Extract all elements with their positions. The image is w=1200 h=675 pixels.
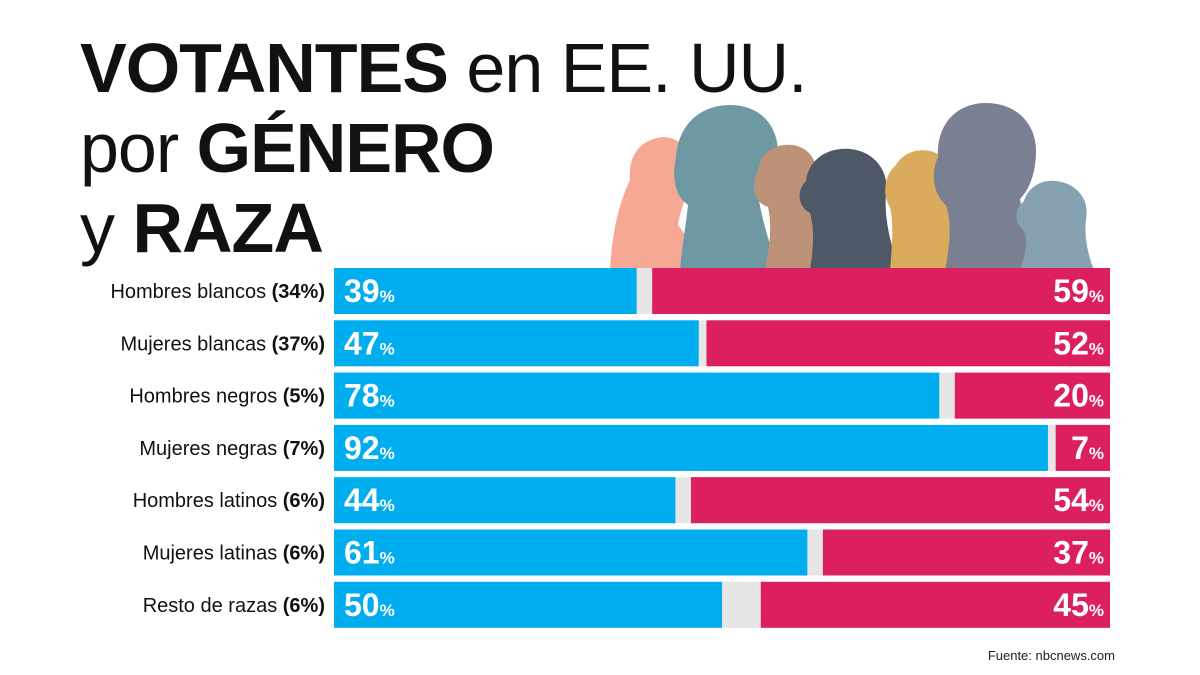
bar-red-segment (954, 372, 1110, 419)
silhouette-4 (799, 148, 900, 270)
category-share: (6%) (283, 595, 325, 617)
bar-row: Mujeres negras (7%) 92% 7% (139, 424, 1110, 471)
bar-blue-segment (334, 581, 722, 628)
red-value-suffix: % (1089, 601, 1104, 620)
blue-value-number: 39 (344, 273, 380, 309)
bar-blue-segment (334, 320, 699, 367)
blue-value-label: 39% (344, 273, 395, 309)
silhouette-6 (933, 103, 1040, 270)
red-value-suffix: % (1089, 549, 1104, 568)
source-note: Fuente: nbcnews.com (987, 648, 1115, 663)
bar-row: Mujeres blancas (37%) 47% 52% (120, 320, 1110, 367)
bar-row: Resto de razas (6%) 50% 45% (143, 581, 1110, 628)
red-value-number: 59 (1053, 273, 1089, 309)
red-value-suffix: % (1089, 392, 1104, 411)
red-value-suffix: % (1089, 287, 1104, 306)
blue-value-suffix: % (380, 601, 395, 620)
category-label: Hombres negros (5%) (129, 386, 325, 408)
category-label: Mujeres latinas (6%) (143, 543, 325, 565)
people-silhouettes-illustration (610, 103, 1094, 270)
red-value-label: 59% (1053, 273, 1104, 309)
bar-row: Hombres latinos (6%) 44% 54% (133, 477, 1110, 524)
red-value-suffix: % (1089, 444, 1104, 463)
blue-value-number: 50 (344, 587, 380, 623)
blue-value-number: 78 (344, 378, 380, 414)
title-votantes: VOTANTES (80, 29, 449, 107)
blue-value-suffix: % (380, 392, 395, 411)
category-share: (7%) (283, 438, 325, 460)
category-name: Hombres latinos (133, 490, 283, 512)
blue-value-label: 47% (344, 325, 395, 361)
bar-blue-segment (334, 372, 940, 419)
bar-red-segment (690, 477, 1110, 524)
category-name: Mujeres latinas (143, 543, 283, 565)
red-value-number: 45 (1053, 587, 1089, 623)
red-value-label: 52% (1053, 325, 1104, 361)
bar-red-segment (706, 320, 1110, 367)
category-name: Mujeres negras (139, 438, 282, 460)
title-raza: RAZA (132, 189, 323, 267)
blue-value-label: 92% (344, 430, 395, 466)
category-label: Hombres latinos (6%) (133, 490, 325, 512)
title-genero: GÉNERO (196, 109, 495, 187)
bar-red-segment (1055, 424, 1110, 471)
category-share: (5%) (283, 386, 325, 408)
category-label: Mujeres blancas (37%) (120, 333, 325, 355)
bar-blue-segment (334, 477, 676, 524)
category-label: Resto de razas (6%) (143, 595, 325, 617)
red-value-label: 45% (1053, 587, 1104, 623)
bar-red-segment (652, 268, 1110, 314)
red-value-number: 7 (1071, 430, 1089, 466)
blue-value-label: 78% (344, 378, 395, 414)
category-share: (6%) (283, 490, 325, 512)
bar-blue-segment (334, 424, 1048, 471)
bar-row: Hombres blancos (34%) 39% 59% (110, 268, 1110, 314)
blue-value-suffix: % (380, 549, 395, 568)
category-name: Resto de razas (143, 595, 283, 617)
blue-value-number: 44 (344, 482, 380, 518)
blue-value-label: 61% (344, 535, 395, 571)
blue-value-number: 47 (344, 325, 380, 361)
bar-row: Mujeres latinas (6%) 61% 37% (143, 529, 1110, 576)
red-value-number: 37 (1053, 535, 1089, 571)
blue-value-suffix: % (380, 287, 395, 306)
bar-red-segment (822, 529, 1110, 576)
bar-blue-segment (334, 529, 808, 576)
title-y: y (80, 189, 133, 267)
silhouette-3 (753, 144, 822, 270)
category-name: Hombres negros (129, 386, 282, 408)
blue-value-number: 61 (344, 535, 380, 571)
blue-value-number: 92 (344, 430, 380, 466)
category-share: (37%) (272, 333, 325, 355)
red-value-label: 37% (1053, 535, 1104, 571)
category-share: (6%) (283, 543, 325, 565)
red-value-suffix: % (1089, 496, 1104, 515)
red-value-label: 7% (1071, 430, 1104, 466)
title-eeuu: en EE. UU. (447, 29, 807, 107)
blue-value-suffix: % (380, 496, 395, 515)
category-share: (34%) (272, 281, 325, 303)
blue-value-suffix: % (380, 444, 395, 463)
category-label: Hombres blancos (34%) (110, 281, 325, 303)
bar-blue-segment (334, 268, 637, 314)
red-value-number: 20 (1053, 378, 1089, 414)
red-value-suffix: % (1089, 339, 1104, 358)
red-value-number: 52 (1053, 325, 1089, 361)
blue-value-suffix: % (380, 339, 395, 358)
category-name: Mujeres blancas (120, 333, 271, 355)
chart-title: VOTANTES en EE. UU. por GÉNERO y RAZA (80, 28, 808, 268)
red-value-label: 54% (1053, 482, 1104, 518)
red-value-label: 20% (1053, 378, 1104, 414)
blue-value-label: 44% (344, 482, 395, 518)
bar-row: Hombres negros (5%) 78% 20% (129, 372, 1110, 419)
blue-value-label: 50% (344, 587, 395, 623)
silhouette-7 (1016, 180, 1094, 270)
category-name: Hombres blancos (110, 281, 271, 303)
silhouette-2 (674, 105, 778, 270)
title-por: por (80, 109, 197, 187)
bar-red-segment (760, 581, 1110, 628)
category-label: Mujeres negras (7%) (139, 438, 325, 460)
red-value-number: 54 (1053, 482, 1089, 518)
